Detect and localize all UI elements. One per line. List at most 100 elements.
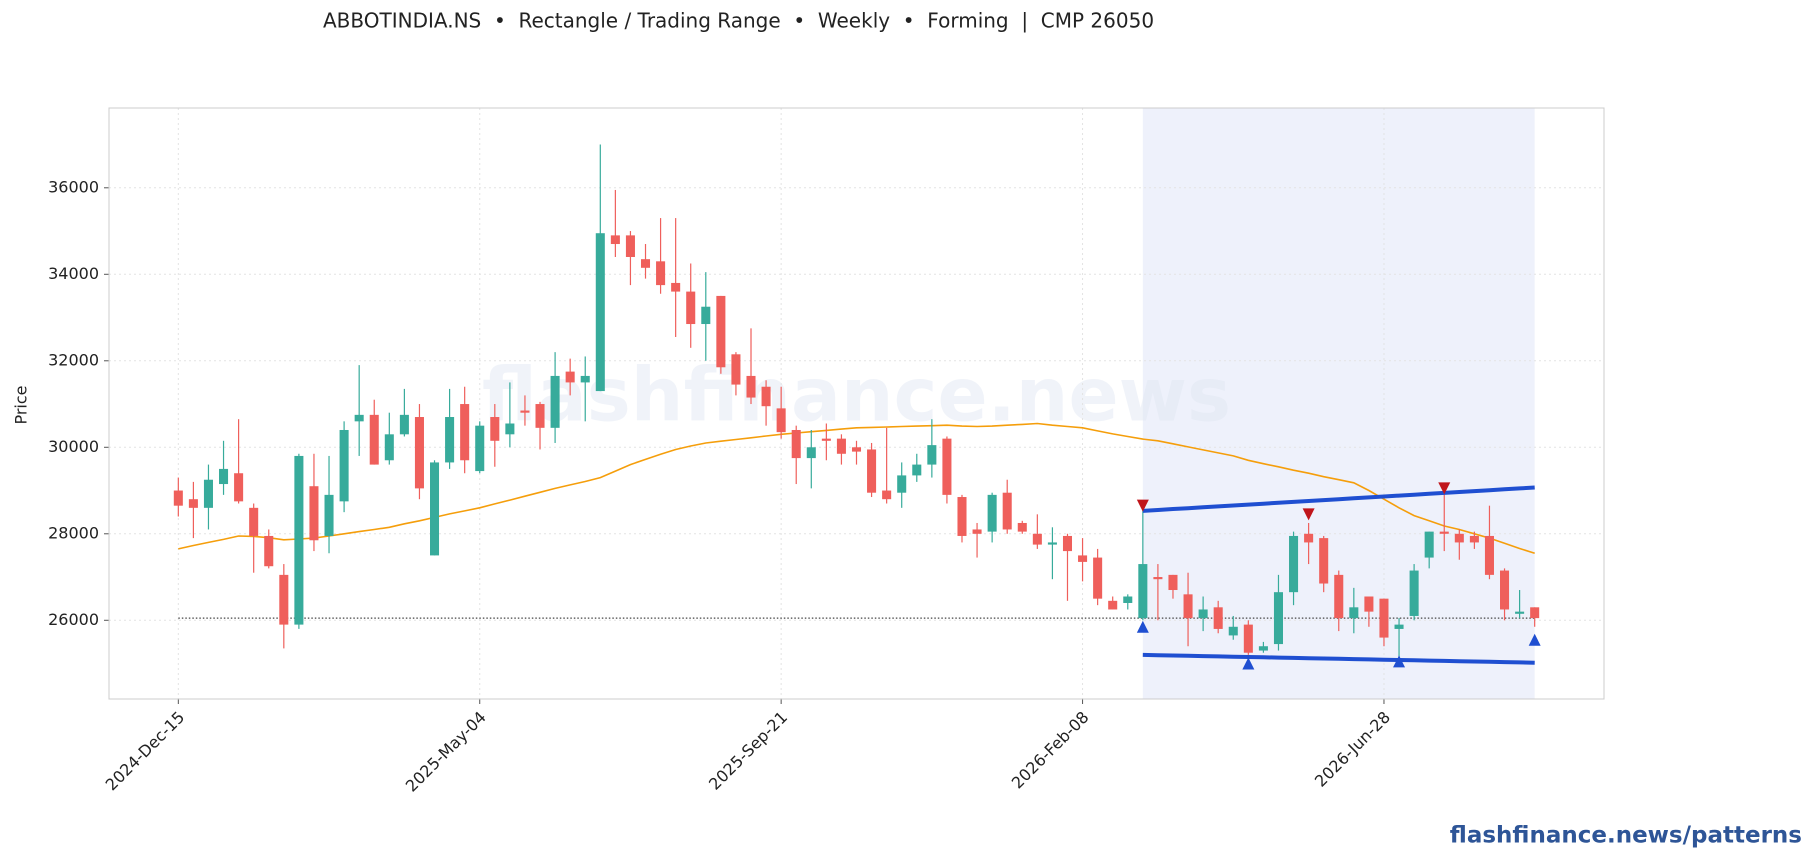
candle-body (1093, 557, 1103, 599)
candle-body (1409, 570, 1419, 616)
candle-body (1168, 574, 1178, 591)
candle-body (806, 447, 816, 459)
candle-body (656, 261, 666, 286)
candle-body (1123, 596, 1133, 603)
candle-body (234, 473, 244, 502)
candle-body (1439, 531, 1449, 534)
candle-body (836, 438, 846, 454)
candle-body (354, 414, 364, 422)
candle-body (535, 404, 545, 428)
candle-body (897, 475, 907, 493)
candle-body (701, 306, 711, 325)
peak-marker (1136, 499, 1149, 512)
candle-body (987, 494, 997, 532)
candle-body (580, 375, 590, 383)
watermark: flashfinance.news (482, 353, 1231, 439)
candle-body (1062, 535, 1073, 552)
candle-body (1153, 577, 1163, 580)
y-tick-label: 34000 (48, 264, 99, 283)
y-axis-label: Price (12, 385, 31, 424)
candle-body (1002, 492, 1012, 530)
candle-body (1515, 611, 1525, 614)
candle-body (761, 386, 771, 407)
candle-body (1273, 592, 1283, 645)
candle-body (791, 429, 801, 459)
support-line (1142, 652, 1535, 665)
candle-body (294, 455, 304, 625)
y-tick-label: 32000 (48, 350, 99, 369)
candle-body (882, 490, 892, 500)
trough-marker (1242, 657, 1255, 670)
candle-body (1469, 535, 1479, 543)
candle-body (1424, 531, 1434, 558)
candle-body (1379, 598, 1389, 638)
candle-body (1183, 594, 1193, 619)
trough-marker (1393, 655, 1406, 668)
candle-body (414, 417, 424, 489)
candle-body (957, 497, 967, 536)
y-tick-label: 28000 (48, 523, 99, 542)
candle-body (1454, 533, 1464, 543)
candle-body (867, 449, 877, 493)
candle-body (1364, 596, 1374, 612)
candle-body (851, 447, 862, 452)
candle-body (520, 410, 530, 413)
candle-body (1032, 533, 1042, 545)
candle-body (1243, 624, 1253, 653)
candle-body (1394, 624, 1404, 629)
candle-body (445, 417, 455, 463)
candle-body (716, 295, 726, 368)
candle-body (475, 425, 485, 472)
chart-title: ABBOTINDIA.NS • Rectangle / Trading Rang… (323, 9, 1154, 33)
candle-body (1047, 542, 1057, 545)
candle-body (1198, 609, 1208, 619)
candle-body (490, 417, 500, 441)
candle-body (625, 235, 635, 257)
candle-body (324, 494, 334, 536)
candle-body (942, 438, 952, 495)
candle-body (1319, 538, 1329, 584)
candle-body (173, 490, 183, 506)
candle-body (972, 529, 982, 534)
resistance-line (1142, 485, 1535, 513)
candle-body (595, 233, 605, 392)
y-tick-label: 30000 (48, 437, 99, 456)
candle-body (384, 434, 394, 461)
candle-body (731, 354, 741, 385)
candle-body (430, 462, 440, 556)
candle-body (1078, 555, 1088, 562)
candle-body (249, 507, 259, 536)
candle-body (188, 499, 198, 508)
candle-body (1017, 522, 1027, 532)
candle-body (565, 371, 575, 383)
plot-frame (108, 107, 1605, 700)
footer: flashfinance.news/patterns (1450, 823, 1802, 849)
y-tick-label: 36000 (48, 177, 99, 196)
candle-body (1334, 574, 1344, 619)
candle-body (686, 291, 696, 325)
peak-marker (1302, 508, 1315, 521)
candle-body (279, 574, 289, 625)
candle-body (927, 445, 937, 465)
trough-marker (1528, 633, 1541, 646)
candle-body (1349, 607, 1359, 619)
candle-body (399, 414, 409, 435)
candle-body (671, 282, 681, 292)
candle-body (1138, 564, 1148, 619)
candle-body (1108, 600, 1118, 610)
candle-body (912, 464, 922, 476)
candle-body (821, 438, 831, 441)
candle-body (746, 375, 756, 398)
candle-body (1484, 535, 1494, 575)
candle-body (219, 468, 229, 485)
candle-body (1258, 646, 1268, 651)
candle-body (203, 479, 213, 508)
candle-body (550, 375, 560, 428)
candle-body (339, 429, 349, 502)
candle-body (610, 235, 620, 245)
candle-body (1304, 533, 1314, 543)
moving-average (178, 422, 1535, 555)
candle-body (1500, 570, 1510, 610)
candle-body (1213, 607, 1223, 629)
